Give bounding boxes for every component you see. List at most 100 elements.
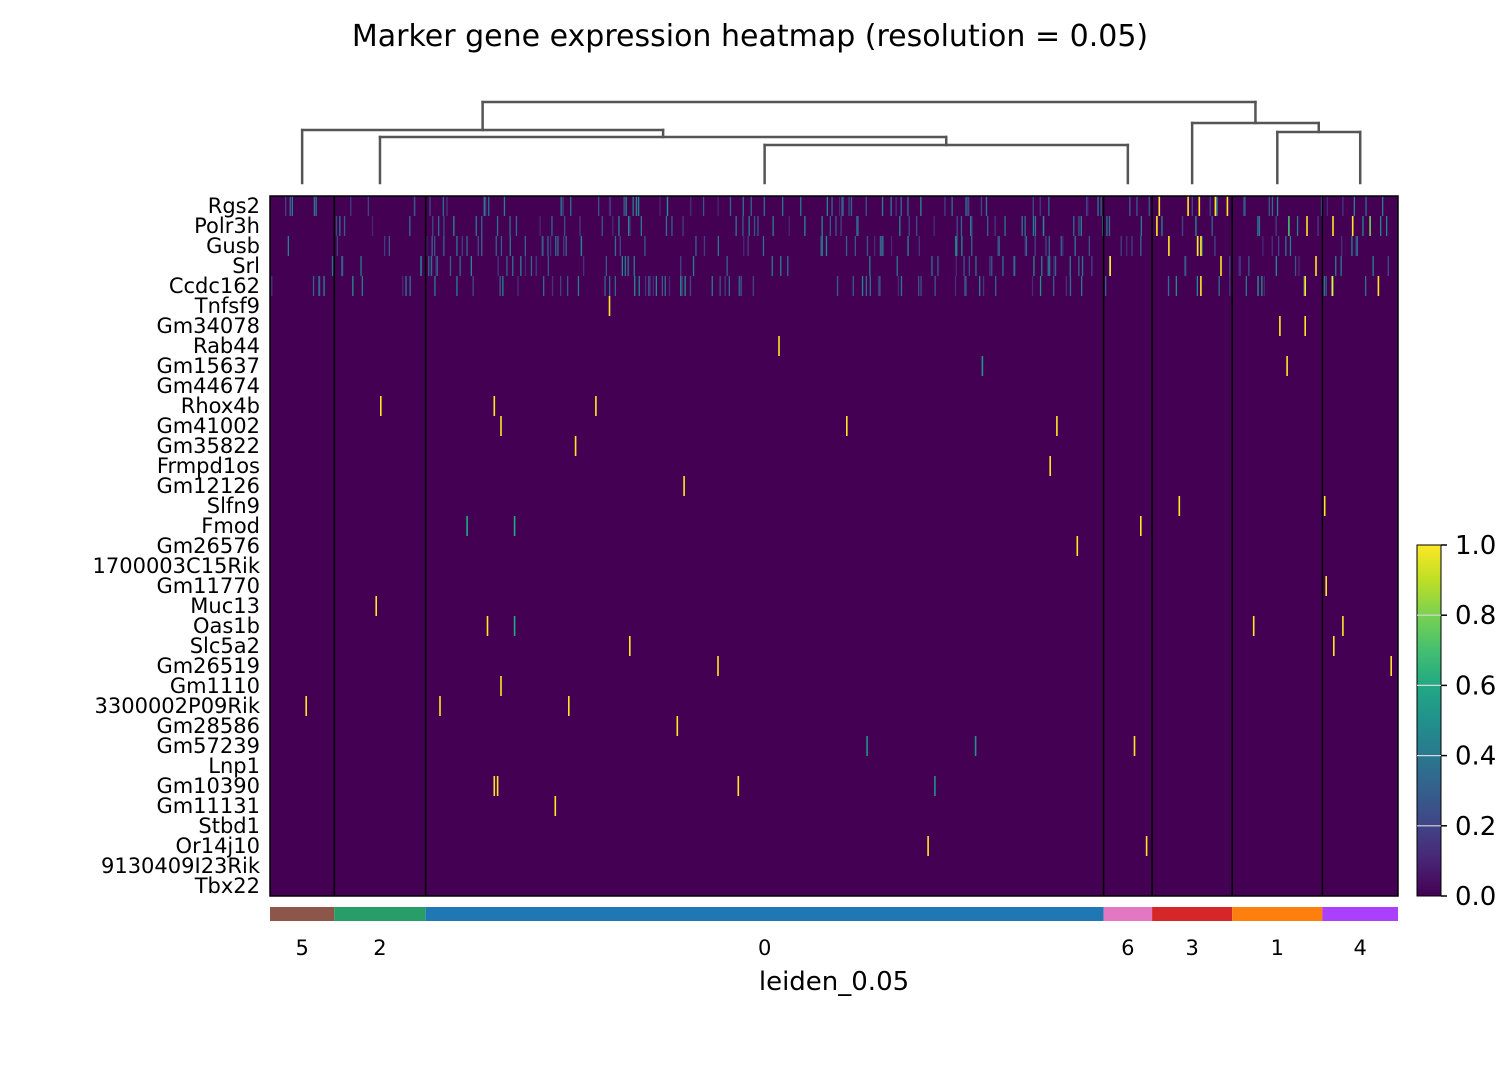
group-label: 3 [1185,936,1198,960]
gene-label: Gm10390 [156,774,260,798]
heatmap-cell [402,276,404,296]
heatmap-cell [500,676,502,696]
heatmap-cell [1365,276,1367,296]
heatmap-cell [1187,196,1189,216]
gene-label: Gm11770 [156,574,260,598]
heatmap-cell [428,256,430,276]
heatmap-cell [965,276,967,296]
heatmap-cell [961,236,963,256]
heatmap-cell [595,396,597,416]
gene-label: Frmpd1os [157,454,260,478]
heatmap-cell [520,256,522,276]
heatmap-cell [1279,316,1281,336]
heatmap-cell [1136,196,1138,216]
heatmap-cell [974,736,977,756]
heatmap-cell [1356,236,1358,256]
heatmap-cell [1131,236,1133,256]
heatmap-cell [826,196,828,216]
heatmap-cell [323,276,325,296]
heatmap-frame [269,195,1399,897]
heatmap-cell [1039,196,1041,216]
heatmap-cell [729,196,732,216]
gene-label: Rgs2 [208,194,260,218]
heatmap-cell [621,256,623,276]
heatmap-cell [371,216,374,236]
heatmap-cell [453,216,455,236]
gene-label: Gm1110 [170,674,260,698]
heatmap-cell [1211,216,1213,236]
heatmap-cell [633,256,635,276]
heatmap-cell [574,436,577,456]
heatmap-cell [918,276,920,296]
gene-label: 3300002P09Rik [95,694,261,718]
heatmap-cell [881,196,884,216]
heatmap-cell [1271,236,1273,256]
heatmap-cell [848,196,850,216]
heatmap-cell [1109,256,1111,276]
heatmap-cell [684,276,686,296]
heatmap-cell [550,236,552,256]
heatmap-cell [539,216,541,236]
heatmap-cell [1184,256,1186,276]
heatmap-body [269,195,1399,897]
heatmap-cell [975,256,977,276]
heatmap-cell [908,216,910,236]
heatmap-cell [1056,416,1058,436]
heatmap-cell [900,196,902,216]
heatmap-cell [874,236,876,256]
heatmap-cell [960,216,963,236]
heatmap-cell [1323,496,1326,516]
heatmap-cell [897,276,899,296]
group-color-segment [1103,907,1153,921]
heatmap-cell [271,276,273,296]
heatmap-cell [659,196,661,216]
heatmap-cell [470,256,472,276]
heatmap-cell [506,256,508,276]
heatmap-cell [1386,216,1388,236]
heatmap-cell [446,196,448,216]
gene-label: Polr3h [194,214,260,238]
heatmap-cell [1215,196,1217,216]
heatmap-cell [1258,216,1261,236]
heatmap-cell [1325,576,1327,596]
heatmap-cell [1013,256,1015,276]
heatmap-cell [618,216,620,236]
heatmap-cell [836,276,839,296]
heatmap-cell [1353,196,1355,216]
heatmap-cell [1214,236,1216,256]
heatmap-cell [831,196,833,216]
heatmap-cell [449,256,452,276]
heatmap-cell [1239,256,1241,276]
group-color-segment [1152,907,1233,921]
heatmap-cell [500,236,503,256]
heatmap-cell [970,216,972,236]
gene-label: Gm44674 [156,374,260,398]
heatmap-cell [1342,616,1344,636]
heatmap-cell [951,196,953,216]
heatmap-cell [560,276,562,296]
colorbar-tick-label: 0.8 [1455,601,1496,631]
heatmap-cell [920,196,922,216]
heatmap-cell [1275,216,1277,236]
heatmap-cell [968,196,970,216]
heatmap-cell [1158,196,1161,216]
heatmap-cell [882,236,884,256]
heatmap-cell [690,196,692,216]
heatmap-cell [1214,196,1217,216]
heatmap-cell [800,196,802,216]
heatmap-marks [271,196,1392,856]
heatmap-cell [753,216,756,236]
colorbar-tick-label: 0.6 [1455,671,1496,701]
gene-label: Tnfsf9 [194,294,260,318]
heatmap-cell [638,276,640,296]
heatmap-cell [388,236,390,256]
heatmap-cell [742,216,744,236]
heatmap-cell [466,236,468,256]
heatmap-cell [1196,276,1198,296]
heatmap-cell [1081,276,1083,296]
heatmap-cell [629,636,631,656]
heatmap-cell [780,256,782,276]
gene-label: Fmod [201,514,260,538]
heatmap-cell [1078,256,1080,276]
